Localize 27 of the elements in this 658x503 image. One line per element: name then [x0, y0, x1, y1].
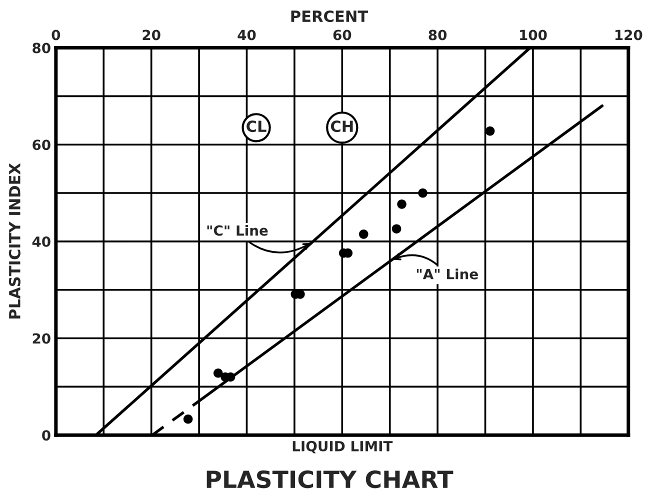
y-tick-label: 80	[32, 42, 50, 54]
x-tick-label: 0	[52, 30, 60, 40]
point	[183, 414, 193, 424]
y-tick-label: 60	[32, 140, 50, 150]
annotation: "C" Line	[207, 225, 268, 236]
point	[397, 200, 406, 209]
y-axis-title: PLASTICITY INDEX	[8, 163, 20, 318]
x-axis-title: LIQUID LIMIT	[292, 440, 393, 454]
x-tick-label: 40	[238, 30, 256, 40]
x-tick-label: 120	[615, 30, 642, 40]
x-tick-label: 20	[142, 30, 160, 40]
y-tick-label: 0	[42, 430, 50, 441]
x-tick-label: 60	[333, 30, 352, 40]
point	[418, 188, 428, 198]
point	[213, 368, 223, 378]
text: PLASTICITY CHART	[206, 470, 454, 488]
x-tick-label: 80	[428, 30, 447, 40]
annotation: CH	[330, 120, 353, 132]
y-tick-label: 40	[32, 236, 50, 247]
x-tick-label: 100	[520, 30, 547, 40]
annotation: CL	[246, 120, 266, 132]
y-tick-label: 20	[32, 333, 50, 344]
point	[392, 224, 402, 234]
point	[485, 126, 495, 136]
annotation: "A" Line	[416, 268, 478, 280]
text: PERCENT	[291, 10, 368, 22]
point	[358, 230, 368, 239]
